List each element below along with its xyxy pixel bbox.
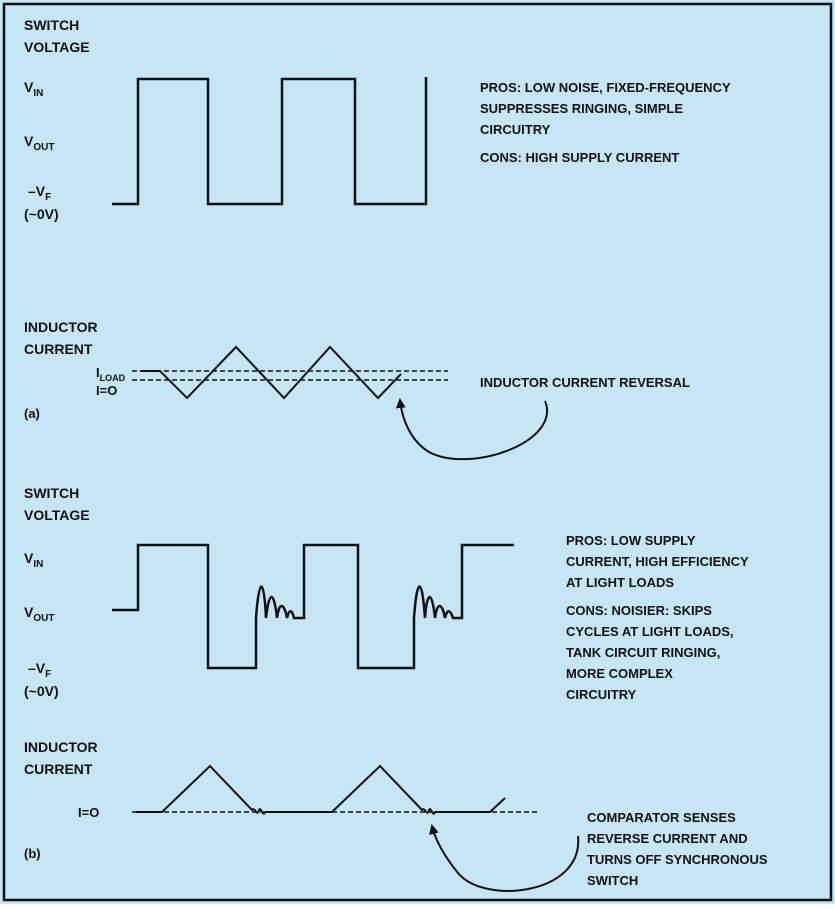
panel-b-inductor-current-label: INDUCTOR CURRENT — [24, 739, 102, 777]
panel-b-inductor-current-waveform — [136, 764, 506, 815]
panel-a-i0-label: I=O — [96, 383, 117, 398]
panel-a-notes: PROS: LOW NOISE, FIXED-FREQUENCY SUPPRES… — [480, 80, 734, 165]
panel-a: SWITCH VOLTAGE VIN VOUT –VF (~0V) PROS: … — [24, 17, 734, 461]
panel-a-inductor-current-label: INDUCTOR CURRENT — [24, 319, 102, 357]
panel-b-i0-label: I=O — [78, 805, 99, 820]
panel-b-notes: PROS: LOW SUPPLY CURRENT, HIGH EFFICIENC… — [566, 533, 752, 702]
panel-a-neg-vf-label: –VF — [28, 183, 51, 203]
panel-b-vout-label: VOUT — [24, 604, 54, 624]
panel-b-zero-label: (~0V) — [24, 683, 59, 699]
panel-b-switch-voltage-label: SWITCH VOLTAGE — [24, 485, 90, 523]
panel-b-neg-vf-label: –VF — [28, 660, 51, 680]
panel-a-reversal-note: INDUCTOR CURRENT REVERSAL — [480, 375, 690, 390]
panel-a-zero-label: (~0V) — [24, 206, 59, 222]
panel-a-switch-voltage-waveform — [112, 77, 428, 206]
panel-a-vin-label: VIN — [24, 79, 43, 99]
panel-b-part-label: (b) — [24, 846, 41, 861]
panel-a-switch-voltage-label: SWITCH VOLTAGE — [24, 17, 90, 55]
panel-b-comparator-note: COMPARATOR SENSES REVERSE CURRENT AND TU… — [587, 810, 771, 888]
panel-b-vin-label: VIN — [24, 550, 43, 570]
panel-a-iload-label: ILOAD — [96, 365, 126, 383]
panel-a-inductor-current-waveform — [140, 345, 402, 400]
panel-a-reversal-arrow — [395, 398, 549, 461]
panel-b-comparator-arrow — [429, 824, 580, 892]
panel-a-vout-label: VOUT — [24, 133, 54, 153]
panel-b-switch-voltage-waveform — [112, 543, 514, 670]
panel-b: SWITCH VOLTAGE VIN VOUT –VF (~0V) PROS: … — [24, 485, 771, 892]
panel-a-part-label: (a) — [24, 406, 40, 421]
